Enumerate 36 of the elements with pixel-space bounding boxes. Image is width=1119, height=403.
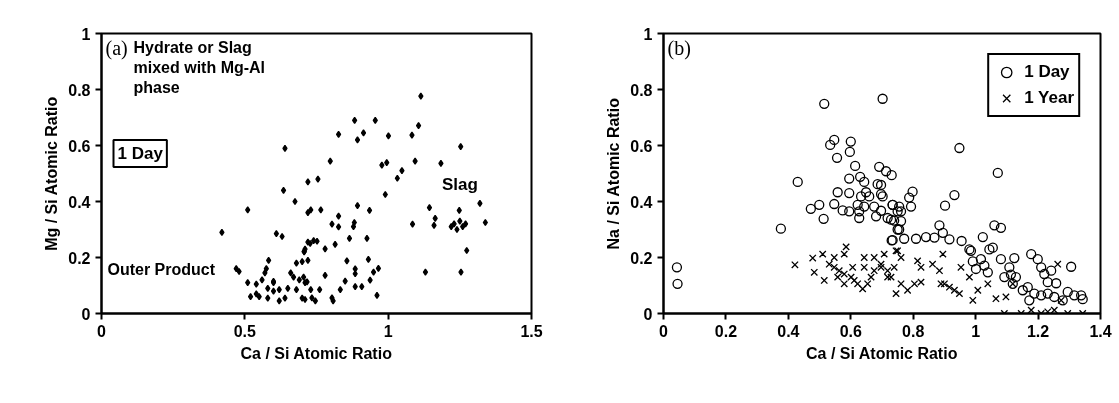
y-tick-label: 0	[643, 305, 653, 323]
y-tick-label: 1	[643, 25, 653, 43]
x-tick-label: 0.4	[777, 322, 800, 340]
chart-title: (a)	[105, 36, 128, 60]
x-tick-label: 1	[383, 322, 393, 340]
x-axis-title: Ca / Si Atomic Ratio	[240, 344, 393, 362]
y-tick-label: 1	[81, 25, 91, 43]
x-tick-label: 1.4	[1089, 322, 1112, 340]
legend-label: 1 Year	[1024, 88, 1074, 108]
y-tick-label: 0.4	[630, 193, 653, 211]
annotation: Hydrate or Slag mixed with Mg-Al phase	[133, 38, 266, 97]
x-tick-label: 1	[971, 322, 981, 340]
y-tick-label: 0.2	[630, 249, 653, 267]
x-tick-label: 0.8	[902, 322, 925, 340]
x-axis-title: Ca / Si Atomic Ratio	[805, 344, 958, 362]
x-tick-label: 0	[97, 322, 107, 340]
x-tick-label: 0.2	[714, 322, 738, 340]
x-tick-label: 0.5	[233, 322, 257, 340]
y-axis-title: Mg / Si Atomic Ratio	[43, 96, 61, 251]
y-axis-title: Na / Si Atomic Ratio	[605, 97, 623, 250]
x-tick-label: 0.6	[839, 322, 863, 340]
y-tick-label: 0.6	[630, 137, 653, 155]
legend-label: 1 Day	[1024, 62, 1070, 82]
y-tick-label: 0.8	[68, 81, 91, 99]
y-tick-label: 0.4	[68, 193, 91, 211]
x-tick-label: 0	[659, 322, 669, 340]
annotation: Outer Product	[107, 261, 216, 278]
annotation: Slag	[441, 174, 478, 194]
x-tick-label: 1.5	[520, 322, 543, 340]
y-tick-label: 0.2	[68, 249, 91, 267]
y-tick-label: 0.6	[68, 137, 91, 155]
y-tick-label: 0	[81, 305, 91, 323]
x-tick-label: 1.2	[1026, 322, 1050, 340]
y-tick-label: 0.8	[630, 81, 653, 99]
annotation: 1 Day	[117, 144, 164, 163]
chart-title: (b)	[667, 36, 691, 60]
